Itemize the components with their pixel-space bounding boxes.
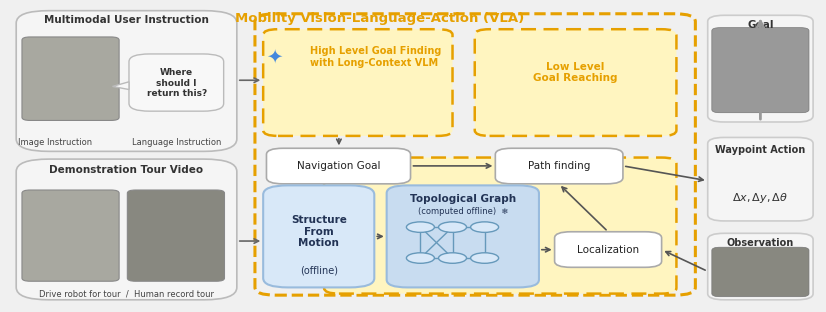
FancyBboxPatch shape: [496, 148, 623, 184]
Text: High Level Goal Finding
with Long-Context VLM: High Level Goal Finding with Long-Contex…: [310, 46, 441, 68]
Polygon shape: [112, 82, 129, 90]
Text: Multimodal User Instruction: Multimodal User Instruction: [44, 15, 209, 25]
Text: ✦: ✦: [267, 47, 282, 66]
Circle shape: [471, 222, 499, 232]
FancyBboxPatch shape: [17, 11, 237, 151]
FancyBboxPatch shape: [712, 28, 809, 113]
FancyBboxPatch shape: [255, 14, 695, 295]
Text: $\Delta x, \Delta y, \Delta\theta$: $\Delta x, \Delta y, \Delta\theta$: [733, 191, 788, 205]
FancyBboxPatch shape: [22, 190, 119, 281]
Circle shape: [406, 253, 434, 263]
Text: (offline): (offline): [300, 266, 338, 275]
Text: Language Instruction: Language Instruction: [132, 138, 221, 147]
Circle shape: [439, 222, 467, 232]
FancyBboxPatch shape: [263, 185, 374, 287]
FancyBboxPatch shape: [267, 148, 411, 184]
Text: Structure
From
Motion: Structure From Motion: [291, 215, 347, 248]
Circle shape: [406, 222, 434, 232]
Text: Observation: Observation: [727, 237, 794, 248]
FancyBboxPatch shape: [129, 54, 224, 111]
FancyBboxPatch shape: [708, 233, 813, 300]
Text: Navigation Goal: Navigation Goal: [297, 161, 380, 171]
Text: Topological Graph: Topological Graph: [410, 194, 516, 204]
Text: Where
should I
return this?: Where should I return this?: [146, 68, 206, 98]
Text: Path finding: Path finding: [528, 161, 591, 171]
FancyBboxPatch shape: [712, 247, 809, 297]
Circle shape: [439, 253, 467, 263]
FancyBboxPatch shape: [263, 29, 453, 136]
Text: Drive robot for tour  /  Human record tour: Drive robot for tour / Human record tour: [39, 289, 214, 298]
Text: Mobility Vision-Language-Action (VLA): Mobility Vision-Language-Action (VLA): [235, 12, 525, 25]
FancyBboxPatch shape: [708, 15, 813, 122]
Text: (computed offline)  ❄: (computed offline) ❄: [418, 207, 508, 216]
Text: Localization: Localization: [577, 245, 639, 255]
Text: Waypoint Action: Waypoint Action: [715, 145, 805, 155]
FancyBboxPatch shape: [127, 190, 225, 281]
Circle shape: [471, 253, 499, 263]
FancyBboxPatch shape: [708, 138, 813, 221]
Text: Image Instruction: Image Instruction: [18, 138, 92, 147]
Text: Low Level
Goal Reaching: Low Level Goal Reaching: [533, 62, 617, 83]
Text: Demonstration Tour Video: Demonstration Tour Video: [50, 165, 203, 175]
FancyBboxPatch shape: [475, 29, 676, 136]
FancyBboxPatch shape: [387, 185, 539, 287]
Text: Goal: Goal: [748, 20, 774, 30]
FancyBboxPatch shape: [324, 158, 676, 294]
FancyBboxPatch shape: [554, 232, 662, 267]
FancyBboxPatch shape: [17, 159, 237, 300]
FancyBboxPatch shape: [22, 37, 119, 120]
